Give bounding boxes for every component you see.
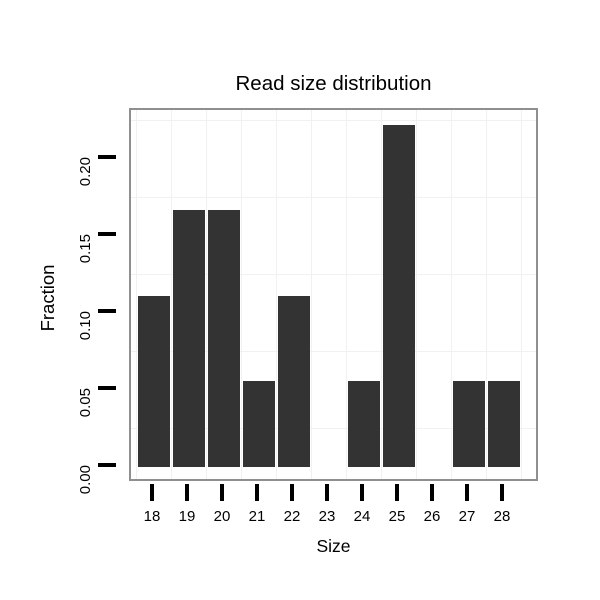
gridline-vertical xyxy=(380,110,383,479)
gridline-vertical xyxy=(275,110,278,479)
bar-size-20 xyxy=(208,210,240,467)
x-tick xyxy=(325,484,329,501)
y-tick xyxy=(98,309,116,313)
gridline-vertical xyxy=(310,110,313,479)
bar-size-28 xyxy=(488,381,520,467)
gridline-horizontal xyxy=(131,350,536,353)
gridline-vertical xyxy=(170,110,173,479)
x-tick-label: 19 xyxy=(178,508,196,525)
y-tick xyxy=(98,155,116,159)
gridline-horizontal xyxy=(131,119,536,122)
bar-size-21 xyxy=(243,381,275,467)
x-tick-label: 21 xyxy=(248,508,266,525)
bar-size-27 xyxy=(453,381,485,467)
x-tick-label: 22 xyxy=(283,508,301,525)
x-tick xyxy=(500,484,504,501)
x-tick xyxy=(255,484,259,501)
x-tick xyxy=(185,484,189,501)
x-axis-label: Size xyxy=(316,536,351,556)
x-tick-label: 18 xyxy=(143,508,161,525)
y-tick-label: 0.05 xyxy=(77,388,94,418)
y-tick-label: 0.10 xyxy=(77,311,94,341)
gridline-horizontal xyxy=(131,196,536,199)
bar-size-22 xyxy=(278,295,310,467)
plot-panel xyxy=(129,108,538,481)
gridline-horizontal xyxy=(131,427,536,430)
y-tick xyxy=(98,232,116,236)
x-tick xyxy=(220,484,224,501)
x-tick-label: 25 xyxy=(388,508,406,525)
gridline-vertical xyxy=(135,110,138,479)
x-tick xyxy=(430,484,434,501)
bar-size-18 xyxy=(138,295,170,467)
y-tick-label: 0.15 xyxy=(77,234,94,264)
x-tick-label: 27 xyxy=(458,508,476,525)
y-axis-label: Fraction xyxy=(37,264,58,332)
x-tick xyxy=(395,484,399,501)
y-tick-label: 0.00 xyxy=(77,465,94,495)
y-tick xyxy=(98,386,116,390)
x-tick xyxy=(465,484,469,501)
gridline-vertical xyxy=(240,110,243,479)
x-tick-label: 26 xyxy=(423,508,441,525)
bar-size-19 xyxy=(173,210,205,467)
gridline-vertical xyxy=(485,110,488,479)
x-tick xyxy=(290,484,294,501)
bar-size-25 xyxy=(383,124,415,467)
x-tick xyxy=(360,484,364,501)
gridline-vertical xyxy=(450,110,453,479)
bar-size-24 xyxy=(348,381,380,467)
x-tick-label: 28 xyxy=(493,508,511,525)
y-tick xyxy=(98,463,116,467)
x-tick-label: 24 xyxy=(353,508,371,525)
x-tick-label: 23 xyxy=(318,508,336,525)
x-tick xyxy=(150,484,154,501)
chart-title: Read size distribution xyxy=(235,72,432,95)
y-tick-label: 0.20 xyxy=(77,157,94,187)
x-tick-label: 20 xyxy=(213,508,231,525)
gridline-vertical xyxy=(205,110,208,479)
gridline-horizontal xyxy=(131,273,536,276)
gridline-vertical xyxy=(415,110,418,479)
gridline-vertical xyxy=(520,110,523,479)
gridline-vertical xyxy=(345,110,348,479)
